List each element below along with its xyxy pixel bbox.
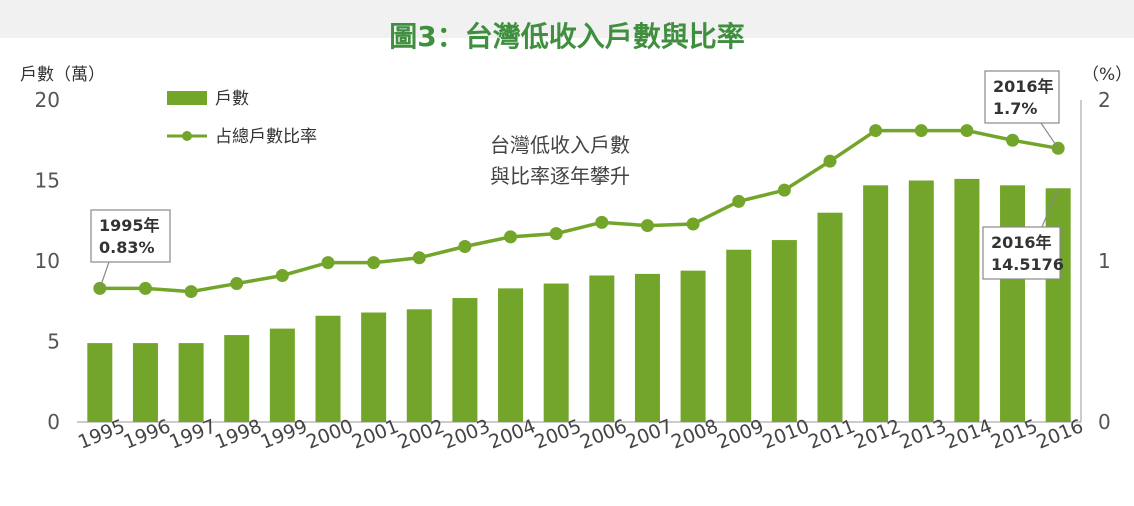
- line-point: [595, 215, 609, 229]
- bar: [498, 288, 524, 422]
- line-point: [138, 281, 152, 295]
- legend-line-label: 占總戶數比率: [215, 127, 317, 147]
- line-point: [549, 227, 563, 241]
- bar: [1000, 185, 1026, 422]
- bar: [771, 240, 797, 422]
- bar: [908, 180, 934, 422]
- y-tick-label: 0: [47, 410, 60, 434]
- bar: [543, 283, 569, 422]
- bar: [87, 343, 113, 422]
- chart-title: 圖3：台灣低收入戶數與比率: [389, 20, 744, 53]
- bar: [680, 270, 706, 422]
- bar: [406, 309, 432, 422]
- bar: [452, 298, 478, 422]
- line-point: [504, 230, 518, 244]
- line-point: [777, 183, 791, 197]
- line-point: [914, 124, 928, 138]
- line-point: [275, 268, 289, 282]
- right-axis-unit: （%）: [1082, 65, 1132, 85]
- line-point: [458, 240, 472, 254]
- series-line: [99, 128, 1059, 294]
- callout-text: 2016年: [991, 233, 1052, 252]
- bar: [315, 315, 341, 422]
- bar: [178, 343, 204, 422]
- bar: [132, 343, 158, 422]
- line-point: [184, 285, 198, 299]
- callout-text: 14.5176: [991, 255, 1064, 274]
- title-bar-background: [0, 0, 1134, 38]
- bar: [634, 273, 660, 422]
- legend: 戶數 占總戶數比率: [167, 89, 317, 147]
- y2-tick-label: 1: [1098, 249, 1111, 273]
- callouts: 1995年 0.83% 2016年 1.7% 2016年 14.5176: [90, 70, 1064, 289]
- bar: [589, 275, 615, 422]
- y-tick-label: 10: [35, 249, 60, 273]
- annotation-line-1: 台灣低收入戶數: [490, 133, 630, 157]
- callout-box: [90, 209, 171, 263]
- callout-text: 0.83%: [99, 238, 155, 257]
- line-point: [321, 256, 335, 270]
- line-point: [1006, 133, 1020, 147]
- y-tick-label: 15: [35, 169, 60, 193]
- callout-text: 2016年: [993, 77, 1054, 96]
- callout-leader: [1040, 122, 1059, 149]
- callout-text: 1.7%: [993, 99, 1037, 118]
- line-point: [732, 194, 746, 208]
- bar: [224, 335, 250, 422]
- bar: [269, 328, 295, 422]
- line-point: [823, 154, 837, 168]
- callout-box: [982, 226, 1061, 280]
- callout-leader: [99, 261, 110, 289]
- bar: [361, 312, 387, 422]
- y2-tick-label: 2: [1098, 88, 1111, 112]
- bar: [954, 178, 980, 422]
- callout-leader: [1041, 188, 1059, 228]
- line-series: [93, 124, 1065, 299]
- left-axis-unit: 戶數（萬）: [20, 65, 105, 85]
- y2-tick-label: 0: [1098, 410, 1111, 434]
- annotation-line-2: 與比率逐年攀升: [490, 164, 630, 188]
- y-tick-label: 5: [47, 330, 60, 354]
- legend-line-marker: [182, 131, 192, 141]
- bar: [863, 185, 889, 422]
- callout-text: 1995年: [99, 216, 160, 235]
- line-point: [412, 251, 426, 265]
- line-point: [869, 124, 883, 138]
- bar: [726, 249, 752, 422]
- line-point: [686, 217, 700, 231]
- y-tick-label: 20: [35, 88, 60, 112]
- bar: [1045, 188, 1071, 422]
- callout-box: [984, 70, 1060, 124]
- line-point: [230, 277, 244, 291]
- bar-series: [87, 178, 1071, 422]
- bar: [817, 212, 843, 422]
- line-point: [367, 256, 381, 270]
- line-point: [960, 124, 974, 138]
- legend-bar-label: 戶數: [215, 89, 249, 109]
- line-point: [640, 219, 654, 233]
- legend-bar-swatch: [167, 91, 207, 105]
